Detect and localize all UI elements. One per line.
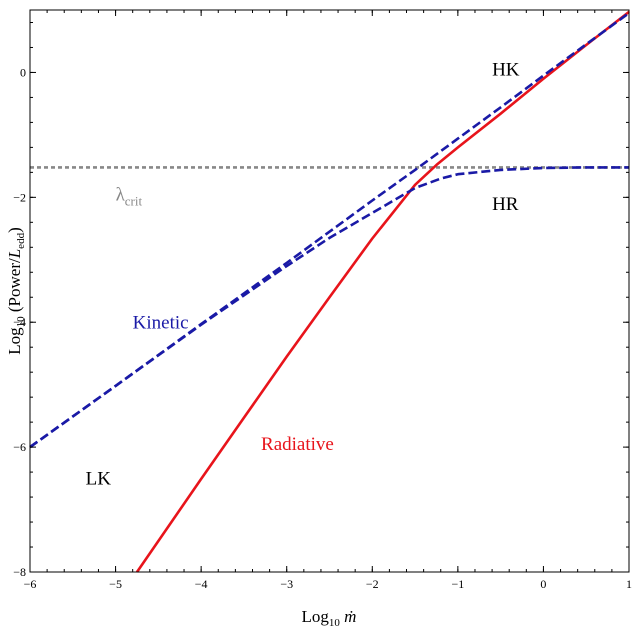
x-tick-label: −2 — [366, 577, 379, 591]
y-tick-label: −4 — [13, 315, 26, 329]
y-tick-label: −6 — [13, 440, 26, 454]
plot-frame — [29, 9, 630, 573]
annotation-label: HK — [492, 60, 520, 81]
x-tick-label: −1 — [451, 577, 464, 591]
y-tick-label: 0 — [20, 65, 26, 79]
x-tick-label: 0 — [540, 577, 546, 591]
x-tick-label: −6 — [24, 577, 37, 591]
y-tick-label: −2 — [13, 190, 26, 204]
annotation-label: Kinetic — [133, 312, 189, 333]
x-tick-label: 1 — [626, 577, 632, 591]
annotation-label: λcrit — [116, 184, 143, 208]
x-tick-label: −5 — [109, 577, 122, 591]
series-line-2 — [135, 10, 630, 573]
series-line-0 — [29, 12, 630, 449]
annotations: HK HR Kinetic Radiative LK λcrit — [86, 60, 520, 490]
series-line-1 — [29, 166, 629, 449]
y-tick-label: −8 — [13, 565, 26, 579]
x-axis-label: Log10 ṁ — [302, 607, 357, 629]
y-axis-label: Log10 (Power/Ledd) — [5, 227, 27, 355]
x-tick-label: −4 — [195, 577, 208, 591]
axis-ticks: −6 −5 −4 −3 −2 −1 0 1−8−6−4−20 — [13, 10, 632, 591]
x-tick-label: −3 — [280, 577, 293, 591]
plot-lines — [29, 10, 630, 573]
annotation-label: HR — [492, 194, 519, 215]
annotation-label: Radiative — [261, 434, 334, 455]
annotation-label: LK — [86, 469, 112, 490]
